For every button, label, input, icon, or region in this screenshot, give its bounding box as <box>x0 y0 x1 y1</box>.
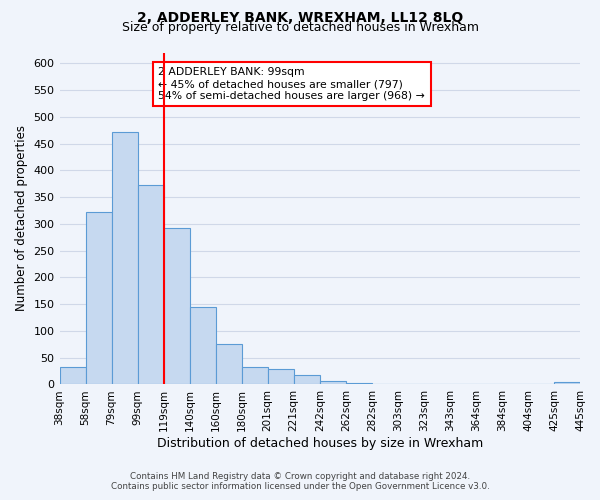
Bar <box>242 368 268 384</box>
Text: Size of property relative to detached houses in Wrexham: Size of property relative to detached ho… <box>121 22 479 35</box>
Bar <box>86 212 112 384</box>
Bar <box>164 228 190 384</box>
Text: 2 ADDERLEY BANK: 99sqm
← 45% of detached houses are smaller (797)
54% of semi-de: 2 ADDERLEY BANK: 99sqm ← 45% of detached… <box>158 68 425 100</box>
Bar <box>137 186 164 384</box>
Text: 2, ADDERLEY BANK, WREXHAM, LL12 8LQ: 2, ADDERLEY BANK, WREXHAM, LL12 8LQ <box>137 11 463 25</box>
Text: Contains HM Land Registry data © Crown copyright and database right 2024.
Contai: Contains HM Land Registry data © Crown c… <box>110 472 490 491</box>
Bar <box>59 368 86 384</box>
Y-axis label: Number of detached properties: Number of detached properties <box>15 126 28 312</box>
Bar <box>190 307 215 384</box>
Bar <box>215 344 242 385</box>
Bar <box>112 132 137 384</box>
Bar <box>294 376 320 384</box>
Bar <box>554 382 580 384</box>
Bar <box>320 380 346 384</box>
Bar <box>268 369 294 384</box>
X-axis label: Distribution of detached houses by size in Wrexham: Distribution of detached houses by size … <box>157 437 483 450</box>
